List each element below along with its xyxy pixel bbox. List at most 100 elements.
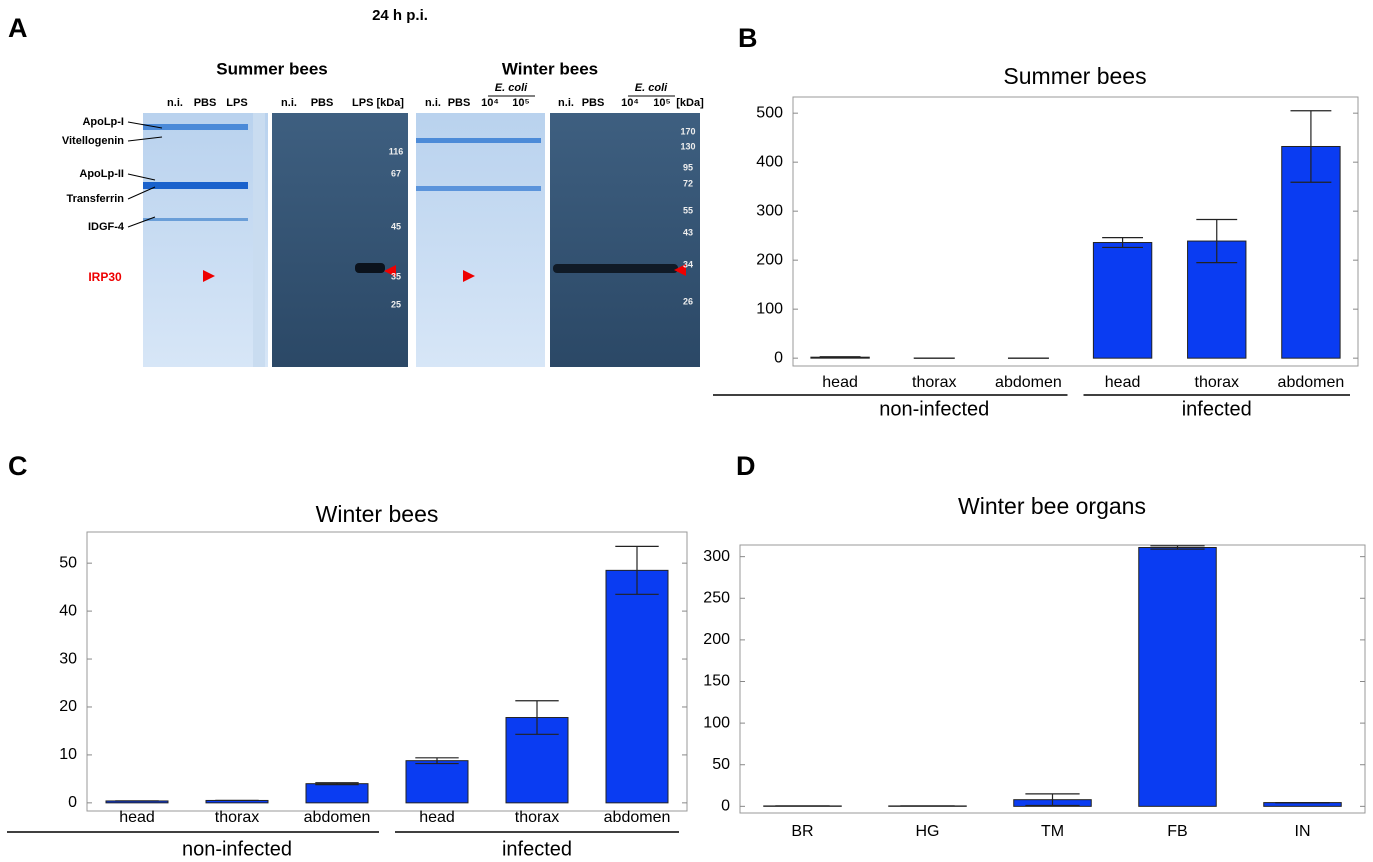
lane-label: PBS	[194, 97, 217, 109]
y-tick-label: 50	[712, 756, 730, 773]
gel-title: Summer bees	[216, 59, 328, 78]
error-bar	[820, 357, 861, 358]
y-tick-label: 250	[703, 589, 730, 606]
protein-label: IRP30	[88, 270, 122, 284]
marker-label: 116	[389, 146, 404, 156]
x-tick-label: thorax	[1195, 374, 1239, 391]
lane-label: 10⁵	[653, 97, 670, 109]
x-tick-label: thorax	[912, 374, 956, 391]
protein-label: Vitellogenin	[62, 135, 124, 147]
lane-label: n.i.	[281, 97, 297, 109]
gel	[143, 113, 268, 367]
y-tick-label: 150	[703, 673, 730, 690]
bar	[406, 761, 468, 803]
marker-label: 170	[680, 126, 695, 136]
lane-group: E. coli	[495, 82, 528, 94]
marker-label: 67	[391, 168, 401, 178]
group-label: non-infected	[879, 398, 989, 420]
lane-label: PBS	[311, 97, 334, 109]
marker-label: 25	[391, 299, 401, 309]
y-tick-label: 400	[756, 153, 783, 170]
x-tick-label: abdomen	[604, 809, 671, 826]
protein-label: ApoLp-II	[79, 168, 124, 180]
y-tick-label: 20	[59, 698, 77, 715]
lane-label: PBS	[582, 97, 605, 109]
x-tick-label: FB	[1167, 823, 1187, 840]
lane-label: 10⁵	[512, 97, 529, 109]
x-tick-label: thorax	[215, 809, 259, 826]
panel-label: B	[738, 23, 758, 53]
bar	[606, 570, 668, 803]
y-tick-label: 200	[703, 631, 730, 648]
plot-frame	[740, 545, 1365, 813]
y-tick-label: 100	[756, 300, 783, 317]
blot	[550, 113, 700, 367]
gel-title: Winter bees	[502, 59, 598, 78]
figure: A 24 h p.i. Summer bees Winter bees n.i. PBS L…	[0, 0, 1373, 862]
y-tick-label: 300	[703, 548, 730, 565]
lane-label: n.i.	[425, 97, 441, 109]
x-tick-label: abdomen	[304, 809, 371, 826]
y-tick-label: 0	[774, 349, 783, 366]
y-tick-label: 10	[59, 746, 77, 763]
marker-label: 35	[391, 271, 401, 281]
group-label: non-infected	[182, 838, 292, 860]
lane-label: LPS	[226, 97, 247, 109]
bar	[306, 784, 368, 803]
y-tick-label: 50	[59, 554, 77, 571]
protein-label: Transferrin	[67, 193, 125, 205]
group-label: infected	[1182, 398, 1252, 420]
marker-label: 55	[683, 205, 693, 215]
panel-title: 24 h p.i.	[372, 7, 428, 24]
y-tick-label: 200	[756, 251, 783, 268]
x-tick-label: head	[419, 809, 455, 826]
marker-label: 95	[683, 162, 693, 172]
bar	[1093, 243, 1151, 359]
marker-label: 45	[391, 221, 401, 231]
x-tick-label: IN	[1295, 823, 1311, 840]
plot-frame	[87, 532, 687, 811]
x-tick-label: abdomen	[1278, 374, 1345, 391]
marker-label: 26	[683, 296, 693, 306]
marker-label: 43	[683, 227, 693, 237]
panel-label: C	[8, 451, 28, 481]
protein-label: ApoLp-I	[82, 116, 124, 128]
x-tick-label: head	[822, 374, 858, 391]
marker-label: 72	[683, 178, 693, 188]
bar	[1139, 547, 1217, 806]
protein-label: IDGF-4	[88, 221, 125, 233]
lane-label: n.i.	[167, 97, 183, 109]
lane-label: 10⁴	[621, 97, 639, 109]
panel-label: D	[736, 451, 756, 481]
lane-label: n.i.	[558, 97, 574, 109]
blot	[272, 113, 408, 367]
y-tick-label: 300	[756, 202, 783, 219]
y-tick-label: 500	[756, 104, 783, 121]
lane-label: PBS	[448, 97, 471, 109]
lane-group: E. coli	[635, 82, 668, 94]
lane-label: LPS [kDa]	[352, 97, 404, 109]
chart-title: Summer bees	[1003, 63, 1146, 89]
chart-title: Winter bees	[316, 501, 439, 527]
x-tick-label: head	[119, 809, 155, 826]
panel-label: A	[8, 13, 28, 43]
x-tick-label: thorax	[515, 809, 559, 826]
y-tick-label: 0	[721, 798, 730, 815]
gel	[416, 113, 545, 367]
plot-frame	[793, 97, 1358, 366]
y-tick-label: 100	[703, 714, 730, 731]
x-tick-label: TM	[1041, 823, 1064, 840]
chart-title: Winter bee organs	[958, 493, 1146, 519]
x-tick-label: head	[1105, 374, 1141, 391]
x-tick-label: abdomen	[995, 374, 1062, 391]
y-tick-label: 30	[59, 650, 77, 667]
group-label: infected	[502, 838, 572, 860]
marker-label: 34	[683, 259, 693, 269]
x-tick-label: HG	[916, 823, 940, 840]
lane-label: [kDa]	[676, 97, 704, 109]
y-tick-label: 40	[59, 602, 77, 619]
y-tick-label: 0	[68, 794, 77, 811]
marker-label: 130	[680, 141, 695, 151]
gel-images	[143, 113, 700, 367]
x-tick-label: BR	[791, 823, 813, 840]
